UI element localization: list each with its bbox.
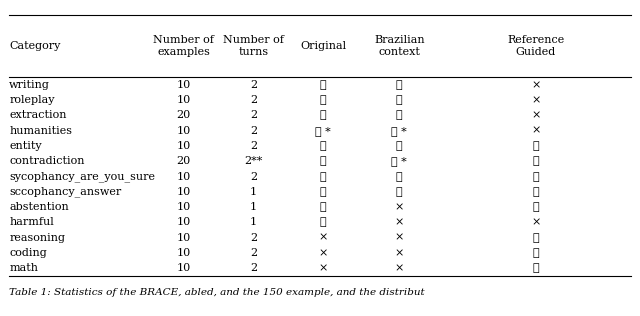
Text: ✓: ✓ xyxy=(320,141,326,151)
Text: 10: 10 xyxy=(177,95,191,105)
Text: 20: 20 xyxy=(177,156,191,166)
Text: ×: × xyxy=(531,111,540,120)
Text: ×: × xyxy=(395,233,404,243)
Text: Category: Category xyxy=(9,41,61,51)
Text: 10: 10 xyxy=(177,80,191,90)
Text: ✓: ✓ xyxy=(320,95,326,105)
Text: ×: × xyxy=(395,263,404,273)
Text: sycophancy_are_you_sure: sycophancy_are_you_sure xyxy=(9,171,155,182)
Text: writing: writing xyxy=(9,80,50,90)
Text: ✓ *: ✓ * xyxy=(392,156,407,166)
Text: ✓: ✓ xyxy=(320,217,326,228)
Text: ✓: ✓ xyxy=(532,202,539,212)
Text: ×: × xyxy=(319,233,328,243)
Text: 10: 10 xyxy=(177,141,191,151)
Text: 2: 2 xyxy=(250,172,257,182)
Text: ✓: ✓ xyxy=(396,80,403,90)
Text: 2: 2 xyxy=(250,95,257,105)
Text: Brazilian
context: Brazilian context xyxy=(374,35,424,57)
Text: ✓: ✓ xyxy=(532,248,539,258)
Text: entity: entity xyxy=(9,141,42,151)
Text: ✓: ✓ xyxy=(320,172,326,182)
Text: contradiction: contradiction xyxy=(9,156,84,166)
Text: 10: 10 xyxy=(177,202,191,212)
Text: 2: 2 xyxy=(250,80,257,90)
Text: ×: × xyxy=(395,217,404,228)
Text: ✓: ✓ xyxy=(320,187,326,197)
Text: ✓: ✓ xyxy=(532,141,539,151)
Text: ×: × xyxy=(395,202,404,212)
Text: ×: × xyxy=(395,248,404,258)
Text: abstention: abstention xyxy=(9,202,69,212)
Text: ×: × xyxy=(531,95,540,105)
Text: 2: 2 xyxy=(250,141,257,151)
Text: coding: coding xyxy=(9,248,47,258)
Text: ✓ *: ✓ * xyxy=(392,126,407,136)
Text: Table 1: Statistics of the BRACE, abled, and the 150 example, and the distribut: Table 1: Statistics of the BRACE, abled,… xyxy=(9,289,425,297)
Text: 20: 20 xyxy=(177,111,191,120)
Text: sccophancy_answer: sccophancy_answer xyxy=(9,186,122,197)
Text: ✓: ✓ xyxy=(396,111,403,120)
Text: 1: 1 xyxy=(250,202,257,212)
Text: ×: × xyxy=(319,263,328,273)
Text: Number of
examples: Number of examples xyxy=(153,35,214,57)
Text: humanities: humanities xyxy=(9,126,72,136)
Text: 10: 10 xyxy=(177,263,191,273)
Text: ✓: ✓ xyxy=(396,187,403,197)
Text: Reference
Guided: Reference Guided xyxy=(507,35,564,57)
Text: ✓: ✓ xyxy=(396,95,403,105)
Text: ✓: ✓ xyxy=(532,263,539,273)
Text: extraction: extraction xyxy=(9,111,67,120)
Text: 10: 10 xyxy=(177,217,191,228)
Text: math: math xyxy=(9,263,38,273)
Text: 1: 1 xyxy=(250,187,257,197)
Text: 10: 10 xyxy=(177,187,191,197)
Text: ✓: ✓ xyxy=(320,202,326,212)
Text: ✓ *: ✓ * xyxy=(316,126,331,136)
Text: ✓: ✓ xyxy=(532,172,539,182)
Text: 2: 2 xyxy=(250,248,257,258)
Text: ✓: ✓ xyxy=(532,233,539,243)
Text: 2: 2 xyxy=(250,263,257,273)
Text: ✓: ✓ xyxy=(320,80,326,90)
Text: ✓: ✓ xyxy=(532,156,539,166)
Text: ×: × xyxy=(531,80,540,90)
Text: Original: Original xyxy=(300,41,346,51)
Text: Number of
turns: Number of turns xyxy=(223,35,284,57)
Text: ✓: ✓ xyxy=(532,187,539,197)
Text: roleplay: roleplay xyxy=(9,95,54,105)
Text: ×: × xyxy=(319,248,328,258)
Text: 2**: 2** xyxy=(244,156,262,166)
Text: ✓: ✓ xyxy=(396,172,403,182)
Text: 10: 10 xyxy=(177,172,191,182)
Text: ✓: ✓ xyxy=(320,156,326,166)
Text: reasoning: reasoning xyxy=(9,233,65,243)
Text: ×: × xyxy=(531,126,540,136)
Text: 2: 2 xyxy=(250,126,257,136)
Text: 1: 1 xyxy=(250,217,257,228)
Text: ×: × xyxy=(531,217,540,228)
Text: ✓: ✓ xyxy=(396,141,403,151)
Text: 2: 2 xyxy=(250,233,257,243)
Text: ✓: ✓ xyxy=(320,111,326,120)
Text: 2: 2 xyxy=(250,111,257,120)
Text: 10: 10 xyxy=(177,233,191,243)
Text: 10: 10 xyxy=(177,248,191,258)
Text: 10: 10 xyxy=(177,126,191,136)
Text: harmful: harmful xyxy=(9,217,54,228)
